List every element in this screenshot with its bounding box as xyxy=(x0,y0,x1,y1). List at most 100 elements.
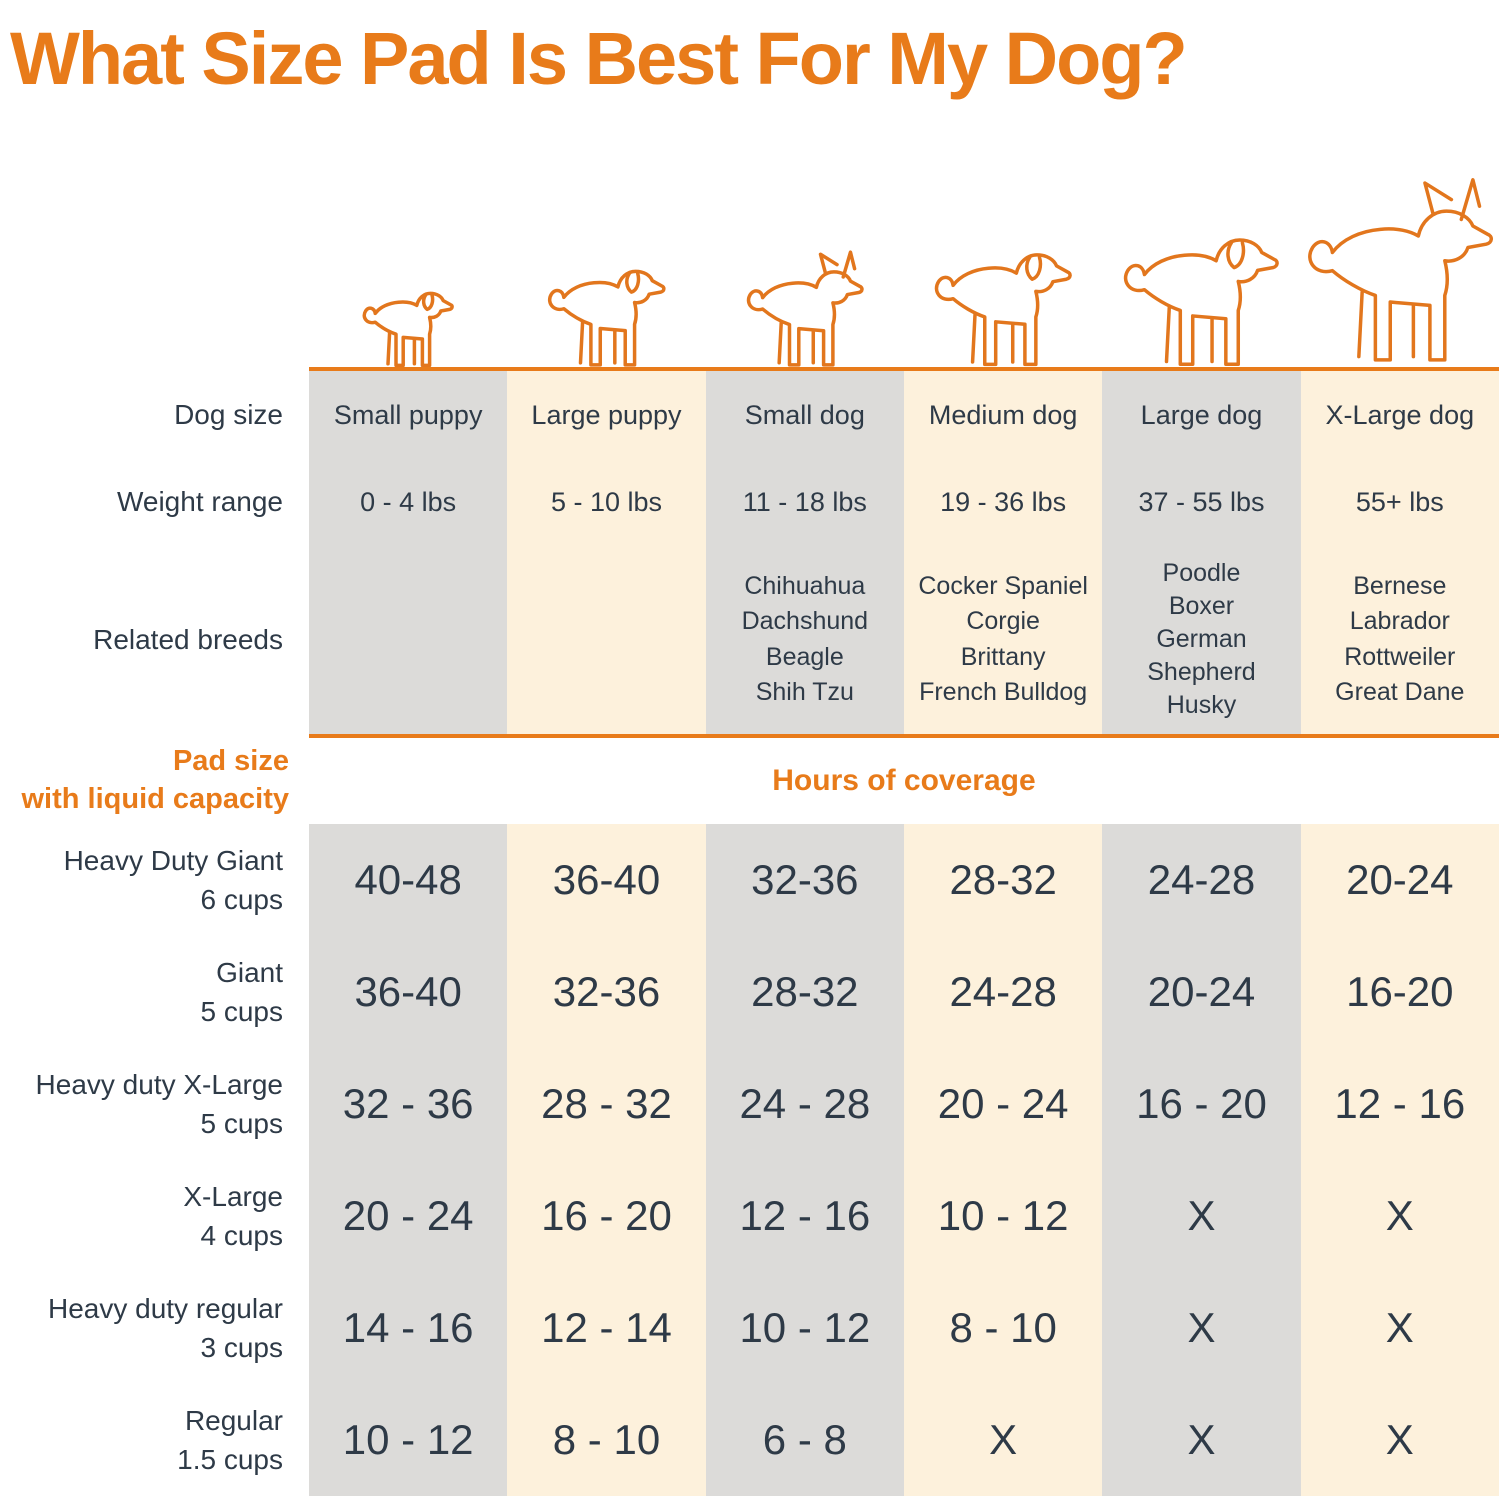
divider-row xyxy=(0,734,1499,738)
pad-name: Regular xyxy=(184,1404,283,1436)
weight-cell-large-dog: 37 - 55 lbs xyxy=(1102,459,1301,545)
hours-cell: X xyxy=(1102,1272,1301,1384)
col-header-medium-dog: Medium dog xyxy=(903,371,1103,459)
hours-cell: 20 - 24 xyxy=(903,1048,1103,1160)
hours-cell: 14 - 16 xyxy=(309,1272,508,1384)
dogs-row-spacer xyxy=(0,171,309,371)
hours-cell: 32-36 xyxy=(507,936,706,1048)
col-header-large-puppy: Large puppy xyxy=(507,371,706,459)
hours-cell: 20-24 xyxy=(1102,936,1301,1048)
pad-capacity: 4 cups xyxy=(200,1220,284,1251)
x-large-dog-icon xyxy=(1301,171,1499,367)
hours-cell: 10 - 12 xyxy=(903,1160,1103,1272)
hours-cell: X xyxy=(1300,1384,1499,1496)
col-header-small-puppy: Small puppy xyxy=(309,371,508,459)
weight-cell-small-puppy: 0 - 4 lbs xyxy=(309,459,508,545)
dog-cell-medium-dog xyxy=(903,171,1103,371)
large-dog-icon xyxy=(1118,229,1284,367)
title-block: What Size Pad Is Best For My Dog? xyxy=(0,0,1499,171)
hours-cell: 24-28 xyxy=(903,936,1103,1048)
medium-dog-icon xyxy=(930,245,1076,367)
hours-cell: 16 - 20 xyxy=(507,1160,706,1272)
hours-cell: 12 - 16 xyxy=(705,1160,904,1272)
row-label-weight-range: Weight range xyxy=(0,459,309,545)
pad-row-label-heavy-duty-regular: Heavy duty regular 3 cups xyxy=(0,1272,309,1384)
dog-cell-small-puppy xyxy=(309,171,508,371)
pad-name: Heavy Duty Giant xyxy=(63,844,283,876)
weight-cell-large-puppy: 5 - 10 lbs xyxy=(507,459,706,545)
hours-cell: 40-48 xyxy=(309,824,508,936)
col-header-large-dog: Large dog xyxy=(1102,371,1301,459)
pad-capacity: 6 cups xyxy=(200,884,284,915)
hours-cell: 10 - 12 xyxy=(309,1384,508,1496)
pad-size-heading: Pad size with liquid capacity xyxy=(0,738,309,824)
weight-cell-small-dog: 11 - 18 lbs xyxy=(705,459,904,545)
hours-cell: X xyxy=(1300,1160,1499,1272)
pad-row-label-giant: Giant 5 cups xyxy=(0,936,309,1048)
hours-cell: 28-32 xyxy=(705,936,904,1048)
pad-name: Heavy duty regular xyxy=(47,1292,283,1324)
hours-cell: X xyxy=(1102,1384,1301,1496)
hours-cell: 28 - 32 xyxy=(507,1048,706,1160)
hours-cell: 20-24 xyxy=(1300,824,1499,936)
pad-capacity: 5 cups xyxy=(200,996,284,1027)
pad-name: Giant xyxy=(216,956,283,988)
dog-size-row: Dog size Small puppy Large puppy Small d… xyxy=(0,371,1499,459)
hours-cell: 28-32 xyxy=(903,824,1103,936)
pad-row-label-heavy-duty-x-large: Heavy duty X-Large 5 cups xyxy=(0,1048,309,1160)
small-dog-icon xyxy=(743,249,867,367)
row-label-dog-size: Dog size xyxy=(0,371,309,459)
hours-cell: 8 - 10 xyxy=(903,1272,1103,1384)
hours-cell: 12 - 14 xyxy=(507,1272,706,1384)
hours-cell: X xyxy=(903,1384,1103,1496)
page-title: What Size Pad Is Best For My Dog? xyxy=(10,17,1188,100)
hours-cell: 10 - 12 xyxy=(705,1272,904,1384)
pad-name: X-Large xyxy=(183,1180,283,1212)
breeds-cell-x-large-dog: Bernese Labrador Rottweiler Great Dane xyxy=(1300,545,1499,734)
section-header-row: Pad size with liquid capacity Hours of c… xyxy=(0,738,1499,824)
hours-cell: 24 - 28 xyxy=(705,1048,904,1160)
weight-range-row: Weight range 0 - 4 lbs 5 - 10 lbs 11 - 1… xyxy=(0,459,1499,545)
hours-cell: 24-28 xyxy=(1102,824,1301,936)
hours-cell: 32-36 xyxy=(705,824,904,936)
breeds-cell-large-dog: Poodle Boxer German Shepherd Husky xyxy=(1102,545,1301,734)
hours-table: Heavy Duty Giant 6 cups 40-48 36-40 32-3… xyxy=(0,824,1499,1496)
dog-cell-large-puppy xyxy=(507,171,706,371)
hours-cell: 36-40 xyxy=(309,936,508,1048)
row-label-related-breeds: Related breeds xyxy=(0,545,309,734)
hours-cell: 20 - 24 xyxy=(309,1160,508,1272)
hours-cell: 32 - 36 xyxy=(309,1048,508,1160)
large-puppy-dog-icon xyxy=(544,263,669,367)
pad-row-label-heavy-duty-giant: Heavy Duty Giant 6 cups xyxy=(0,824,309,936)
hours-cell: 12 - 16 xyxy=(1300,1048,1499,1160)
hours-cell: 6 - 8 xyxy=(705,1384,904,1496)
dog-cell-small-dog xyxy=(705,171,904,371)
weight-cell-medium-dog: 19 - 36 lbs xyxy=(903,459,1103,545)
breeds-cell-small-puppy xyxy=(309,545,508,734)
pad-name: Heavy duty X-Large xyxy=(35,1068,283,1100)
pad-row-label-regular: Regular 1.5 cups xyxy=(0,1384,309,1496)
hours-cell: 36-40 xyxy=(507,824,706,936)
col-header-small-dog: Small dog xyxy=(705,371,904,459)
breeds-cell-large-puppy xyxy=(507,545,706,734)
dog-cell-large-dog xyxy=(1102,171,1301,371)
divider-line xyxy=(309,734,1499,738)
breeds-cell-small-dog: Chihuahua Dachshund Beagle Shih Tzu xyxy=(705,545,904,734)
related-breeds-row: Related breeds Chihuahua Dachshund Beagl… xyxy=(0,545,1499,734)
hours-cell: X xyxy=(1300,1272,1499,1384)
hours-cell: X xyxy=(1102,1160,1301,1272)
pad-capacity: 3 cups xyxy=(200,1332,284,1363)
col-header-x-large-dog: X-Large dog xyxy=(1300,371,1499,459)
dog-illustration-row xyxy=(0,171,1499,371)
pad-row-label-x-large: X-Large 4 cups xyxy=(0,1160,309,1272)
small-puppy-dog-icon xyxy=(360,287,456,367)
hours-cell: 16-20 xyxy=(1300,936,1499,1048)
weight-cell-x-large-dog: 55+ lbs xyxy=(1300,459,1499,545)
dog-cell-x-large-dog xyxy=(1300,171,1499,371)
pad-capacity: 5 cups xyxy=(200,1108,284,1139)
hours-cell: 8 - 10 xyxy=(507,1384,706,1496)
pad-capacity: 1.5 cups xyxy=(177,1444,283,1475)
hours-of-coverage-heading: Hours of coverage xyxy=(309,738,1499,824)
breeds-cell-medium-dog: Cocker Spaniel Corgie Brittany French Bu… xyxy=(903,545,1103,734)
